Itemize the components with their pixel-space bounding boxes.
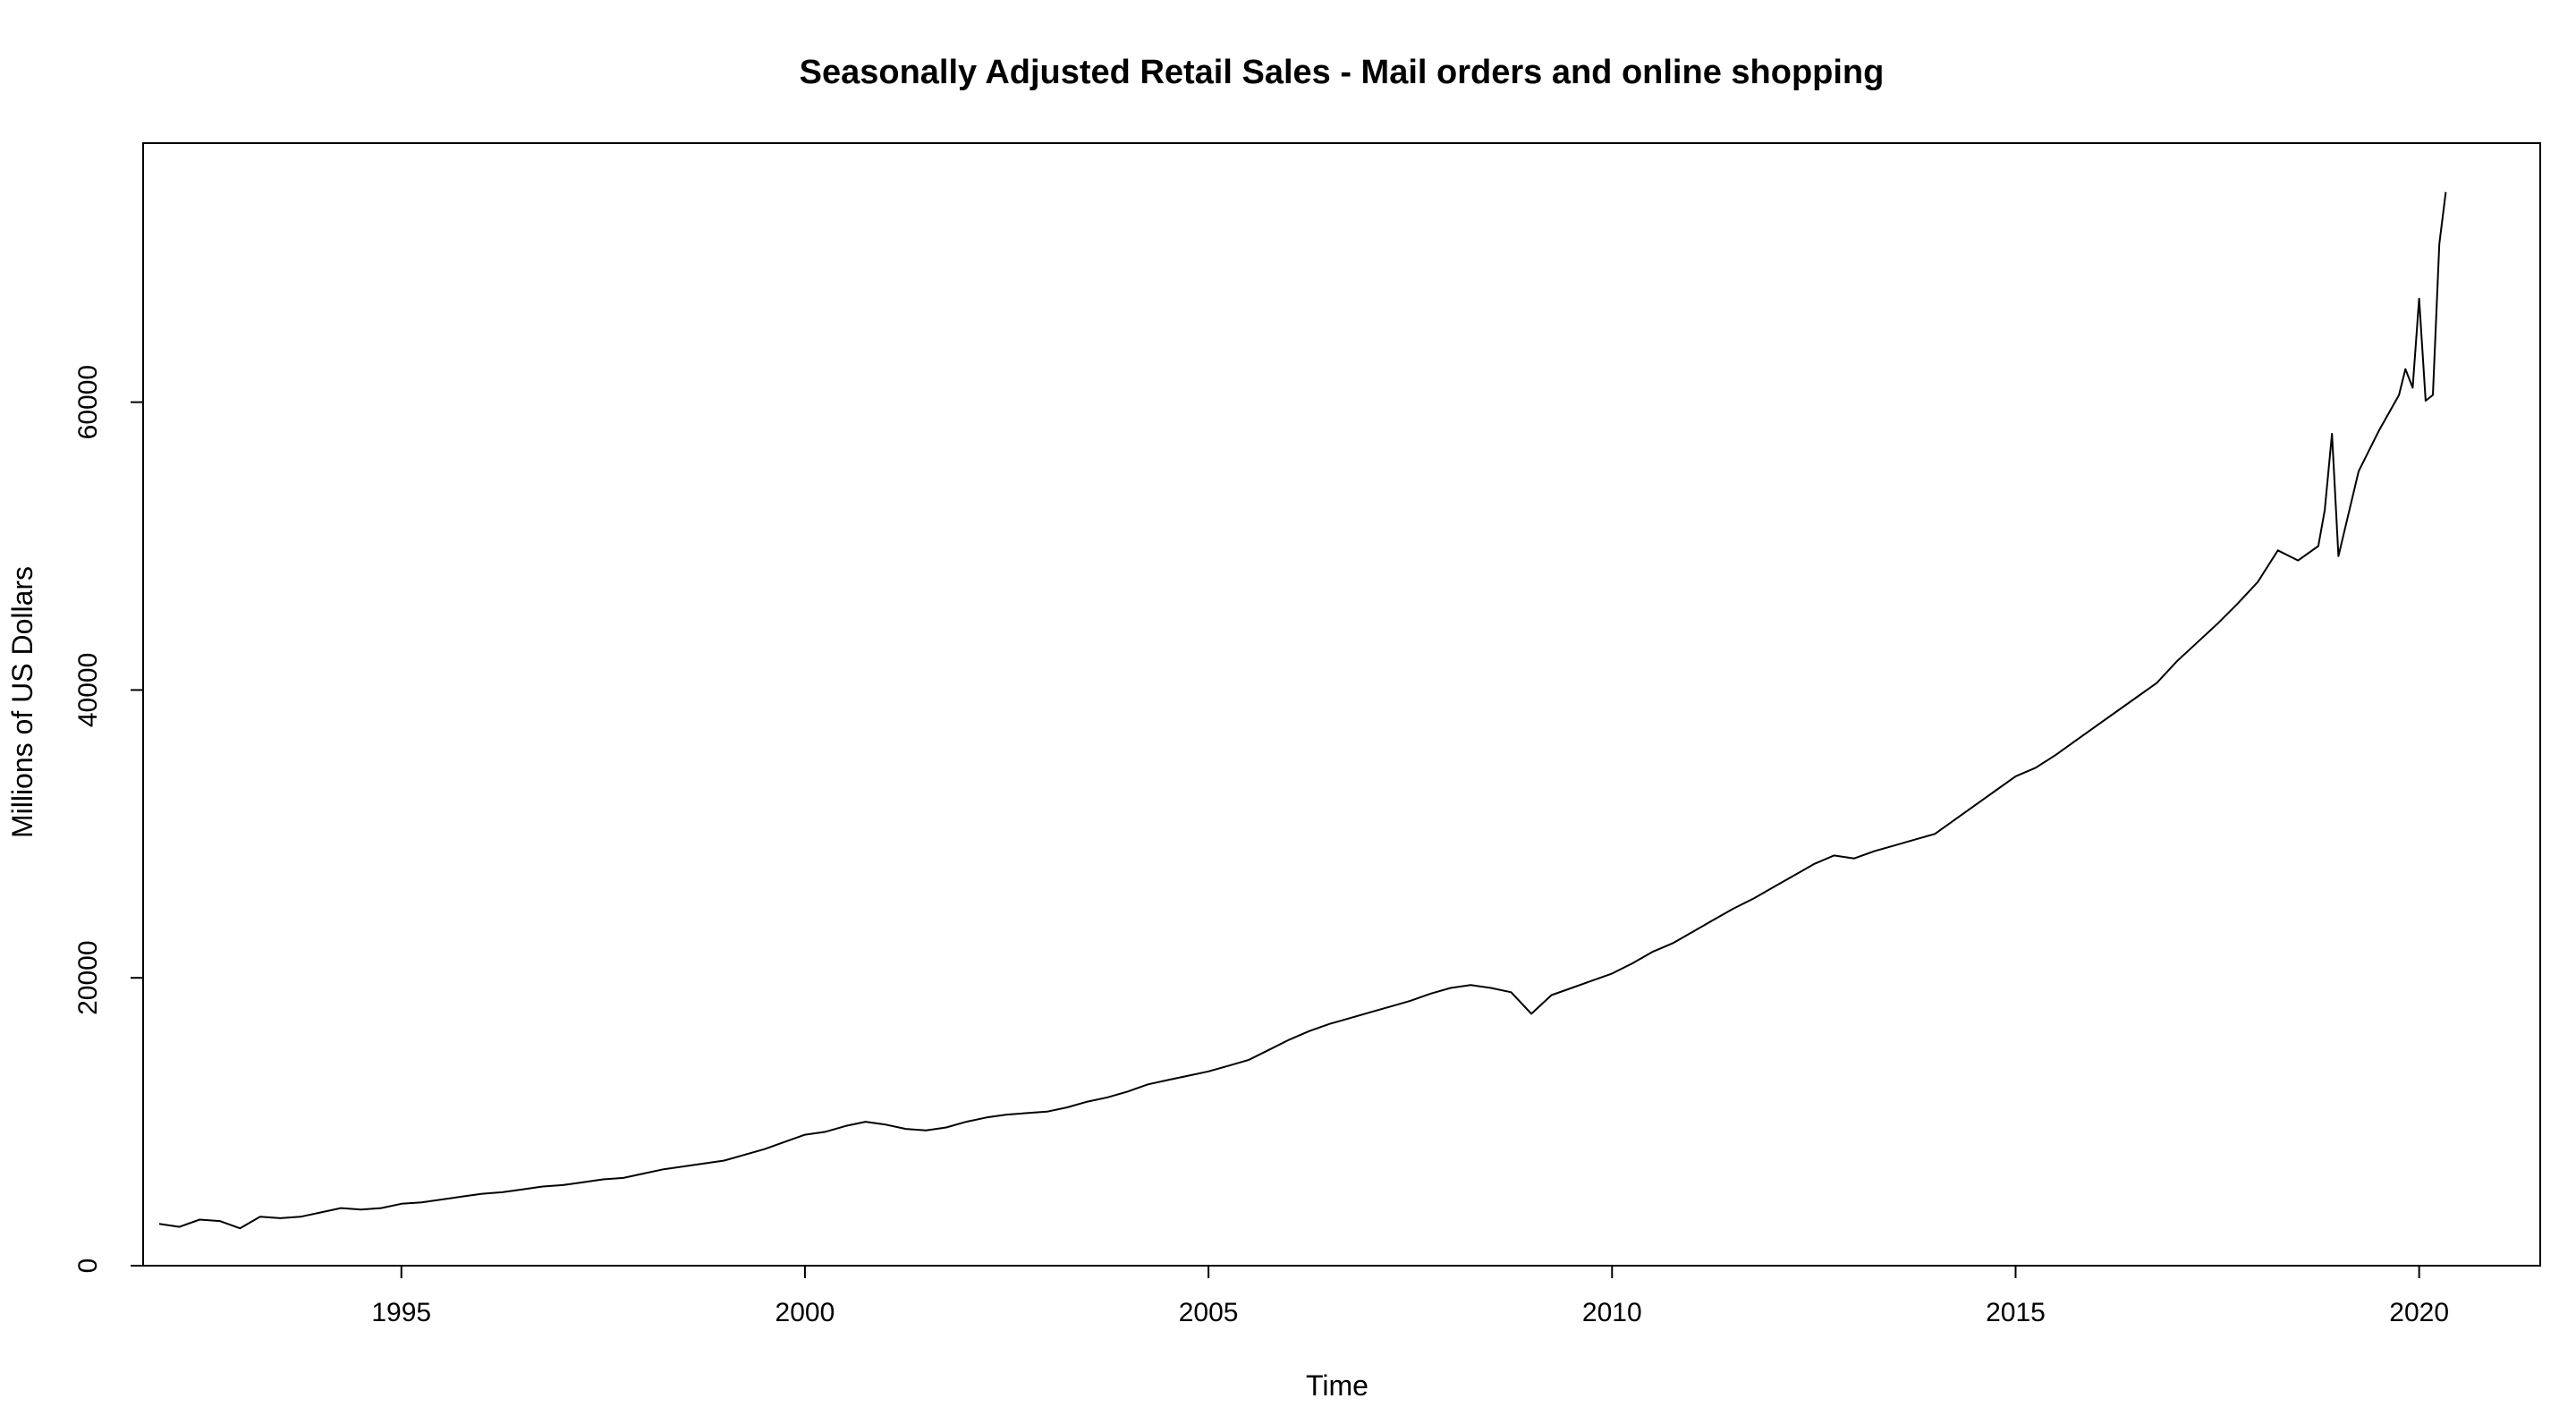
chart-title: Seasonally Adjusted Retail Sales - Mail … — [800, 54, 1885, 91]
x-tick-label: 2020 — [2389, 1298, 2449, 1327]
y-tick-label: 40000 — [73, 653, 103, 727]
y-axis-label: Millions of US Dollars — [6, 566, 38, 838]
x-tick-label: 2000 — [775, 1298, 835, 1327]
y-tick-label: 60000 — [73, 365, 103, 439]
x-axis-label: Time — [1306, 1369, 1368, 1402]
x-tick-label: 1995 — [371, 1298, 431, 1327]
x-tick-label: 2010 — [1582, 1298, 1642, 1327]
x-axis: 1995 2000 2005 2010 2015 2020 — [371, 1266, 2449, 1327]
plot-frame — [142, 142, 2541, 1267]
y-tick-label: 0 — [73, 1259, 103, 1274]
x-tick-label: 2005 — [1179, 1298, 1239, 1327]
y-tick-label: 20000 — [73, 940, 103, 1014]
series-line — [158, 191, 2447, 1230]
x-tick-label: 2015 — [1986, 1298, 2046, 1327]
y-axis: 0 20000 40000 60000 — [73, 365, 143, 1273]
